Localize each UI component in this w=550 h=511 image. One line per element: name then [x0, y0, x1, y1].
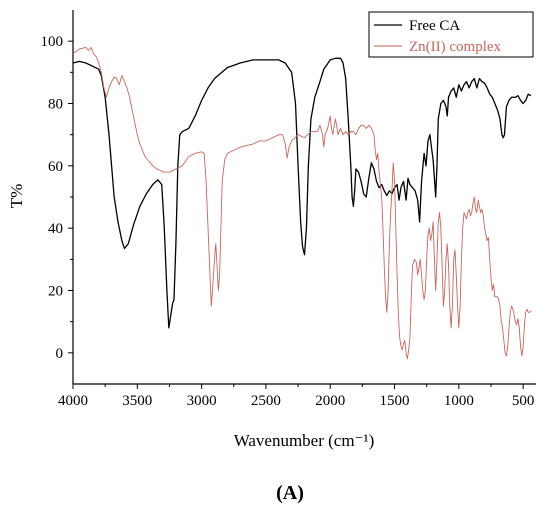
y-axis-title: T% [7, 184, 26, 209]
legend-box [368, 11, 534, 58]
y-axis-ticks: 0 20 40 60 80 100 [41, 34, 73, 362]
x-tick-label: 3000 [187, 393, 217, 409]
legend-label-free-ca: Free CA [409, 18, 460, 34]
x-tick-label: 2000 [315, 393, 345, 409]
x-tick-label: 4000 [58, 393, 88, 409]
series-line-zn-ii-complex [72, 46, 532, 360]
y-tick-label: 80 [48, 97, 63, 113]
y-tick-label: 40 [48, 221, 63, 237]
x-tick-label: 500 [512, 393, 535, 409]
legend-label-zn-complex: Zn(II) complex [409, 39, 502, 55]
panel-label: (A) [276, 482, 304, 504]
y-tick-label: 20 [48, 284, 63, 300]
plot-frame [72, 10, 536, 385]
series-layer [72, 46, 532, 360]
x-axis-title: Wavenumber (cm⁻¹) [234, 431, 375, 450]
x-tick-label: 1500 [380, 393, 410, 409]
legend: Free CA Zn(II) complex [368, 11, 534, 58]
y-tick-label: 60 [48, 159, 63, 175]
y-tick-label: 0 [56, 346, 64, 362]
x-tick-label: 2500 [251, 393, 281, 409]
x-axis-ticks: 4000 3500 3000 2500 2000 1500 1000 500 [58, 384, 534, 409]
y-tick-label: 100 [41, 34, 64, 50]
series-line-free-ca [72, 57, 532, 329]
x-tick-label: 1000 [444, 393, 474, 409]
x-tick-label: 3500 [122, 393, 152, 409]
